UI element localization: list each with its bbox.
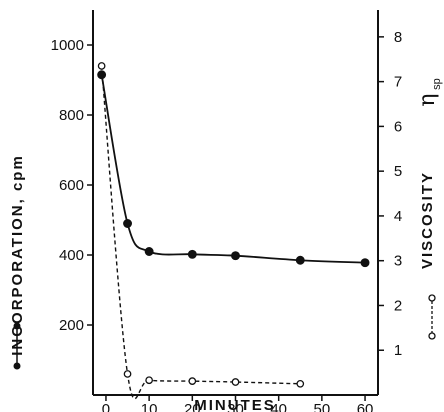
incorporation-point <box>97 70 107 80</box>
x-tick-label: 20 <box>184 401 201 412</box>
incorporation-line <box>100 74 366 264</box>
viscosity-point <box>296 379 305 388</box>
x-tick-label: 0 <box>102 401 110 412</box>
left-axis-title: INCORPORATION, cpm <box>9 154 26 356</box>
y-right-tick-label: 2 <box>394 297 402 314</box>
x-axis-title: MINUTES <box>194 397 276 412</box>
left-axis-title-text: INCORPORATION, cpm <box>9 154 26 356</box>
y-left-tick-label: 600 <box>59 177 84 194</box>
x-tick-label: 50 <box>314 401 331 412</box>
incorporation-point <box>123 219 132 228</box>
right-axis-symbol: η sp <box>415 78 443 106</box>
left-legend-glyph <box>13 322 21 370</box>
y-left-tick-label: 1000 <box>51 37 84 54</box>
viscosity-point <box>123 370 132 378</box>
x-tick-label: 60 <box>357 401 374 412</box>
y-right-tick-label: 7 <box>394 74 402 91</box>
x-tick-label: 40 <box>270 401 287 412</box>
viscosity-line <box>100 65 301 400</box>
incorporation-point <box>360 258 370 268</box>
right-axis-title: VISCOSITY <box>419 171 436 269</box>
right-axis-title-text: VISCOSITY <box>419 171 436 269</box>
y-left-tick-label: 800 <box>59 107 84 124</box>
y-right-tick-label: 6 <box>394 118 402 135</box>
viscosity-point <box>231 378 240 386</box>
viscosity-point <box>97 62 106 70</box>
incorporation-point <box>295 255 305 265</box>
incorporation-point <box>187 249 197 259</box>
y-right-tick-label: 3 <box>394 253 402 270</box>
y-right-tick-label: 8 <box>394 29 402 46</box>
y-right-tick-label: 5 <box>394 163 402 180</box>
eta-symbol: η <box>415 93 440 106</box>
eta-subscript: sp <box>431 78 443 90</box>
y-left-tick-label: 200 <box>59 317 84 334</box>
y-right-tick-label: 4 <box>394 208 402 225</box>
incorporation-point <box>144 247 154 256</box>
ticks: 0 10 20 30 40 50 60 200 400 600 800 1000 1 2 3 4 5 6 7 8 <box>51 29 403 412</box>
x-tick-label: 30 <box>227 401 244 412</box>
x-tick-label: 10 <box>141 401 158 412</box>
y-left-tick-label: 400 <box>59 247 84 264</box>
incorporation-point <box>231 251 240 261</box>
y-right-tick-label: 1 <box>394 342 402 359</box>
series-layer <box>97 62 370 400</box>
right-legend-glyph <box>428 294 436 340</box>
viscosity-point <box>188 377 197 385</box>
viscosity-point <box>145 376 153 385</box>
